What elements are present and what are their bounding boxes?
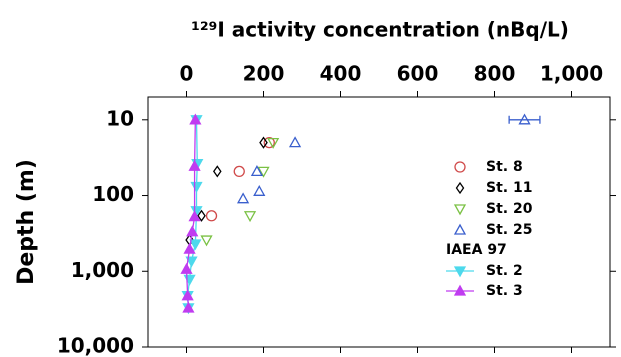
legend-label: St. 11 — [486, 180, 532, 196]
marker — [189, 239, 202, 251]
marker — [180, 262, 193, 274]
marker — [233, 165, 245, 178]
legend-marker — [453, 284, 467, 296]
y-tick-label: 100 — [92, 182, 134, 206]
marker — [250, 165, 264, 177]
marker — [267, 137, 280, 149]
legend-marker — [453, 266, 467, 278]
x-tick-label: 0 — [180, 62, 194, 86]
y-tick-label: 10,000 — [57, 334, 134, 357]
plot-frame — [147, 96, 611, 348]
marker — [288, 136, 302, 148]
y-tick-label: 10 — [106, 106, 134, 130]
marker — [185, 256, 198, 268]
x-tick-label: 600 — [397, 62, 439, 86]
error-bar — [508, 115, 541, 124]
marker — [197, 209, 206, 222]
y-tick-label: 1,000 — [71, 258, 134, 282]
legend-label: St. 8 — [486, 159, 523, 175]
marker — [189, 113, 202, 125]
x-tick-label: 400 — [320, 62, 362, 86]
marker — [188, 210, 201, 222]
marker — [253, 184, 266, 196]
marker — [183, 242, 196, 254]
chart-title: ¹²⁹I activity concentration (nBq/L) — [191, 18, 569, 42]
marker — [263, 136, 275, 149]
x-tick-label: 200 — [243, 62, 285, 86]
marker — [181, 289, 194, 301]
y-axis-label: Depth (m) — [14, 159, 39, 285]
marker — [188, 159, 201, 171]
legend-marker — [455, 181, 465, 195]
legend-marker — [454, 161, 466, 173]
legend-subheading: IAEA 97 — [446, 242, 507, 258]
legend-marker — [453, 204, 467, 216]
legend-label: St. 20 — [486, 201, 533, 217]
x-tick-label: 1,000 — [540, 62, 603, 86]
legend-label: St. 2 — [486, 263, 523, 279]
marker — [182, 301, 195, 313]
legend-marker — [453, 223, 467, 235]
marker — [200, 235, 213, 247]
marker — [257, 166, 270, 178]
marker — [243, 211, 257, 223]
marker — [190, 181, 203, 193]
x-tick-label: 800 — [474, 62, 516, 86]
marker — [183, 274, 196, 286]
marker — [259, 136, 268, 149]
marker — [205, 210, 218, 222]
marker — [236, 192, 250, 204]
legend-label: St. 25 — [486, 222, 532, 238]
marker — [186, 225, 199, 237]
marker — [518, 113, 531, 125]
marker — [213, 165, 222, 178]
legend-label: St. 3 — [486, 283, 523, 299]
